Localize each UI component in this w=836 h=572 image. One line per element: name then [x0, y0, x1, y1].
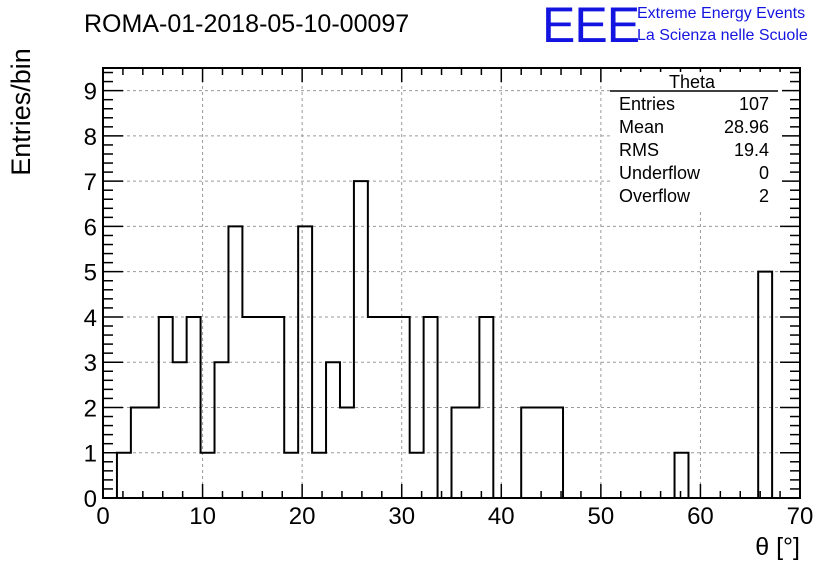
- axis-ticks: [102, 68, 801, 499]
- y-tick-label: 7: [84, 169, 97, 196]
- stat-label-entries: Entries: [619, 94, 675, 114]
- stat-value-mean: 28.96: [724, 117, 769, 137]
- x-tick-label: 50: [588, 503, 615, 530]
- x-tick-label: 70: [787, 503, 814, 530]
- y-tick-label: 0: [84, 486, 97, 513]
- stat-value-overflow: 2: [759, 186, 769, 206]
- x-axis-label: θ [°]: [755, 533, 800, 561]
- y-tick-label: 8: [84, 124, 97, 151]
- y-tick-label: 1: [84, 441, 97, 468]
- theta-histogram-line: [103, 180, 800, 499]
- y-tick-label: 2: [84, 395, 97, 422]
- logo-line-2: La Scienza nelle Scuole: [637, 27, 808, 44]
- stat-value-entries: 107: [739, 94, 769, 114]
- x-tick-label: 30: [388, 503, 415, 530]
- x-tick-label: 20: [289, 503, 316, 530]
- plot-frame: [102, 67, 801, 499]
- x-tick-label: 10: [189, 503, 216, 530]
- x-tick-label: 40: [488, 503, 515, 530]
- y-tick-label: 9: [84, 79, 97, 106]
- run-title: ROMA-01-2018-05-10-00097: [84, 10, 409, 38]
- eee-logo-mark: EEE: [542, 0, 639, 53]
- stat-value-rms: 19.4: [734, 140, 769, 160]
- stats-box: Theta Entries 107 Mean 28.96 RMS 19.4 Un…: [610, 72, 782, 212]
- stats-box-title: Theta: [669, 72, 716, 92]
- x-tick-label: 60: [687, 503, 714, 530]
- y-tick-label: 3: [84, 350, 97, 377]
- y-tick-label: 6: [84, 214, 97, 241]
- stat-label-underflow: Underflow: [619, 163, 701, 183]
- stat-label-mean: Mean: [619, 117, 664, 137]
- y-tick-label: 5: [84, 260, 97, 287]
- stat-value-underflow: 0: [759, 163, 769, 183]
- logo-line-1: Extreme Energy Events: [637, 5, 805, 22]
- stat-label-rms: RMS: [619, 140, 659, 160]
- x-tick-label: 0: [96, 503, 109, 530]
- y-tick-label: 4: [84, 305, 97, 332]
- eee-logo: EEE Extreme Energy Events La Scienza nel…: [542, 0, 808, 53]
- stats-box-background: [610, 72, 782, 212]
- y-axis-label: Entries/bin: [6, 48, 36, 176]
- stat-label-overflow: Overflow: [619, 186, 691, 206]
